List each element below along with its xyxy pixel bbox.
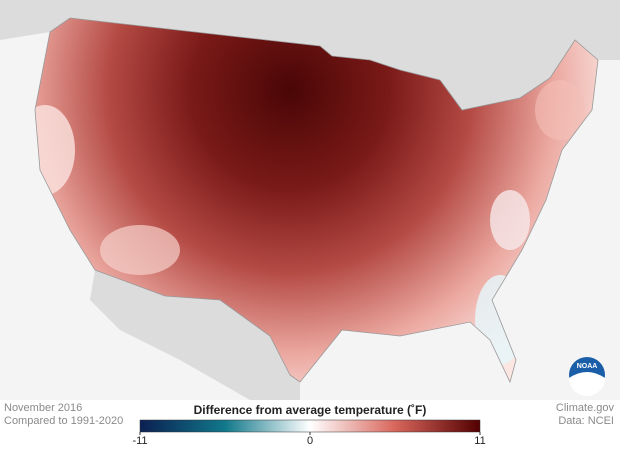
anomaly-patch [490,190,530,250]
logo-wave [569,372,605,396]
credit: Climate.gov [556,402,615,414]
colorbar-tick-label: 0 [307,435,313,447]
logo-text: NOAA [577,363,598,370]
colorbar-tick-label: 11 [474,435,485,447]
legend-title: Difference from average temperature (˚F) [194,403,427,417]
source: Data: NCEI [558,415,614,427]
anomaly-patch [35,105,75,195]
colorbar [139,419,481,433]
colorbar-tick-label: -11 [132,435,147,447]
anomaly-patch [100,225,180,275]
baseline: Compared to 1991-2020 [4,415,123,427]
date: November 2016 [4,402,82,414]
mexico [90,270,300,400]
noaa-logo: NOAA [569,357,605,396]
anomaly-patch [535,80,585,140]
